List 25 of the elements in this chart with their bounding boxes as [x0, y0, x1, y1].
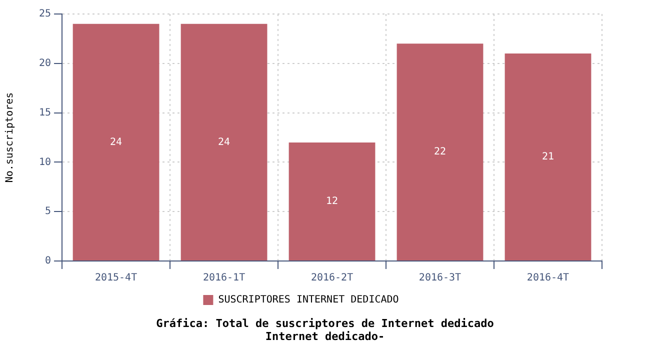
bar: [504, 54, 592, 260]
bar: [72, 24, 160, 260]
bar: [396, 44, 484, 260]
y-tick-label: 25: [38, 8, 52, 20]
data-label: 24: [218, 136, 230, 148]
x-tick-label: 2015-4T: [94, 272, 138, 284]
data-label: 12: [326, 196, 338, 208]
data-label: 21: [542, 152, 554, 163]
text: Internet dedicado-: [264, 330, 386, 343]
x-tick-label: 2016-3T: [418, 272, 462, 284]
x-tick-label: 2016-4T: [526, 272, 570, 284]
text: Gráfica: Total de suscriptores de Internet dedicado: [155, 317, 495, 330]
legend-label: SUSCRIPTORES INTERNET DEDICADO: [218, 294, 399, 306]
y-tick-label: 15: [38, 107, 52, 118]
data-label: 24: [110, 136, 122, 148]
y-tick-label: 20: [38, 58, 52, 69]
y-tick-label: 5: [45, 206, 52, 218]
x-tick-label: 2016-1T: [202, 272, 246, 284]
x-tick-label: 2016-2T: [310, 272, 354, 284]
data-label: 22: [434, 146, 446, 158]
bar: [288, 142, 376, 260]
bar: [180, 24, 268, 260]
y-tick-label: 10: [38, 156, 52, 168]
y-tick-label: 0: [45, 256, 52, 267]
y-axis-title: No.suscriptores: [4, 92, 16, 183]
